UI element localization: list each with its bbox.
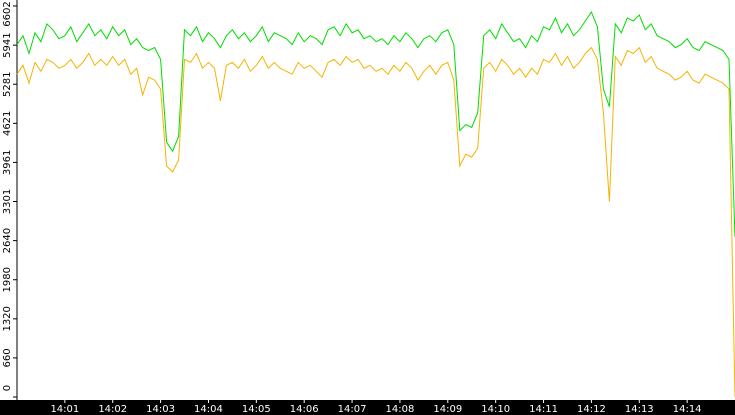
y-tick-label: 3961: [2, 150, 13, 175]
x-tick-label: 14:02: [98, 404, 127, 415]
x-tick-label: 14:14: [673, 404, 702, 415]
y-tick-label: 4621: [2, 111, 13, 136]
y-tick-label: 660: [2, 348, 13, 367]
y-tick-label: 0: [2, 385, 13, 391]
x-tick-label: 14:10: [481, 404, 510, 415]
x-tick-label: 14:03: [146, 404, 175, 415]
x-tick-label: 14:13: [625, 404, 654, 415]
y-tick-label: 2640: [2, 228, 13, 253]
x-tick-label: 14:05: [242, 404, 271, 415]
y-tick-label: 1980: [2, 267, 13, 292]
x-tick-label: 14:04: [194, 404, 223, 415]
series-line: [16, 46, 735, 398]
x-tick-label: 14:01: [50, 404, 79, 415]
series-line: [16, 10, 735, 238]
x-tick-label: 14:08: [386, 404, 415, 415]
x-tick-label: 14:11: [529, 404, 558, 415]
x-tick-label: 14:06: [290, 404, 319, 415]
y-tick-label: 3301: [2, 189, 13, 214]
y-tick-label: 1320: [2, 306, 13, 331]
x-tick-label: 14:09: [433, 404, 462, 415]
y-tick-label: 6602: [2, 1, 13, 26]
x-tick-label: 14:07: [338, 404, 367, 415]
y-tick-label: 5281: [2, 72, 13, 97]
y-tick-label: 5941: [2, 32, 13, 57]
x-axis-band: [0, 400, 735, 415]
x-tick-label: 14:12: [577, 404, 606, 415]
